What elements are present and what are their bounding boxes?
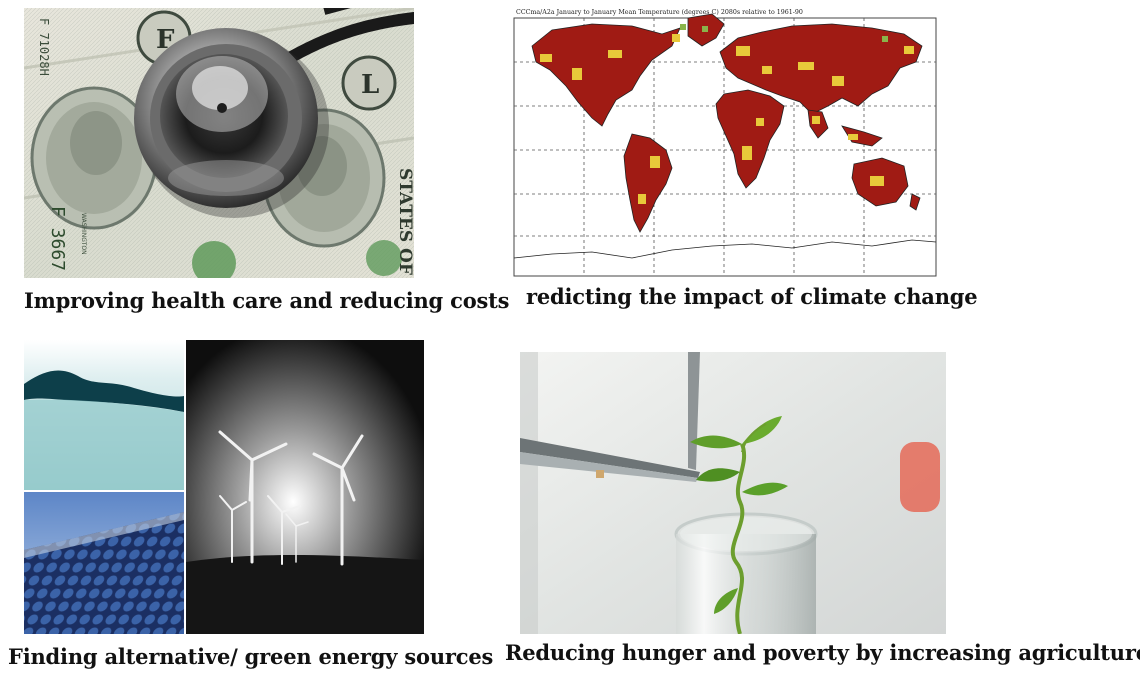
agriculture-image — [520, 352, 946, 634]
states-text: STATES OF — [395, 168, 414, 275]
serial-number-bottom: F 3667 — [47, 206, 68, 271]
climate-caption: redicting the impact of climate change — [526, 284, 978, 309]
agriculture-caption: Reducing hunger and poverty by increasin… — [505, 640, 1140, 665]
health-care-image: F L F 71028H STATES OF F 3667 WASHINGTON — [24, 8, 414, 278]
green-energy-image — [24, 340, 424, 634]
green-energy-caption: Finding alternative/ green energy source… — [8, 644, 494, 669]
serial-number-top: F 71028H — [37, 18, 51, 76]
map-title: CCCma/A2a January to January Mean Temper… — [516, 9, 803, 16]
denomination-letter-right: L — [361, 70, 379, 100]
health-care-caption: Improving health care and reducing costs — [24, 288, 510, 313]
washington-text: WASHINGTON — [80, 213, 87, 255]
climate-map-image: CCCma/A2a January to January Mean Temper… — [512, 6, 938, 278]
